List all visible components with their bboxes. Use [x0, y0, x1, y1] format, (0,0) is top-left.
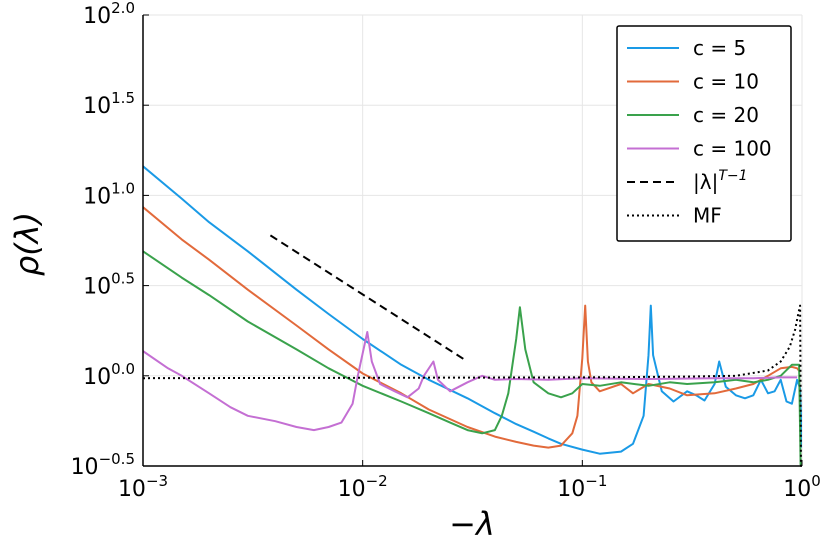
y-axis-title: ρ(λ) — [8, 212, 46, 276]
legend-box — [616, 25, 792, 242]
series-line-1 — [143, 206, 801, 449]
y-tick-label: 101.5 — [83, 89, 135, 119]
series-line-2 — [143, 250, 802, 466]
legend-label: c = 5 — [693, 36, 746, 60]
legend-label: c = 100 — [693, 137, 772, 161]
y-tick-label: 101.0 — [83, 179, 135, 209]
legend-label: MF — [693, 204, 722, 228]
x-tick-label: 10−1 — [557, 472, 607, 502]
y-tick-label: 100.5 — [83, 270, 135, 300]
x-tick-label: 10−3 — [118, 472, 168, 502]
x-tick-label: 10−2 — [338, 472, 388, 502]
x-tick-label: 100 — [783, 472, 821, 502]
axes — [142, 14, 803, 467]
x-axis-title: −λ — [449, 505, 495, 543]
series-line-5 — [143, 304, 802, 468]
legend-label: |λ|T−1 — [693, 168, 748, 194]
legend-label: c = 20 — [693, 103, 759, 127]
legend-label: c = 10 — [693, 70, 759, 94]
y-tick-label: 10−0.5 — [71, 450, 135, 480]
series-lines — [143, 165, 802, 468]
tick-labels: 10−3 10−2 10−1 100 10−0.5 100.0 100.5 101.0 101.… — [71, 0, 821, 502]
y-tick-label: 102.0 — [83, 0, 135, 29]
series-line-0 — [143, 165, 802, 455]
legend: c = 5 c = 10 c = 20 c = 100 |λ|T−1 MF — [616, 25, 792, 242]
y-tick-label: 100.0 — [83, 360, 135, 390]
series-line-3 — [143, 331, 798, 432]
